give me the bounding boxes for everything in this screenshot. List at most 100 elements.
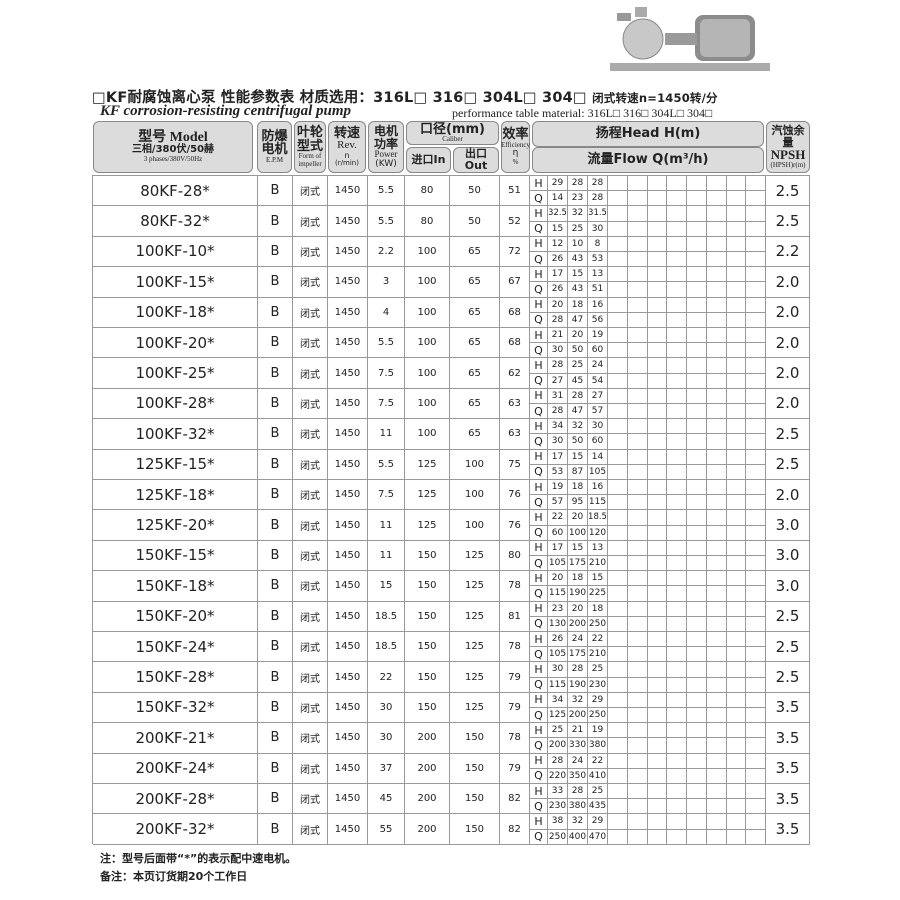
empty-cell	[627, 419, 648, 435]
cell-epm: B	[258, 328, 293, 359]
h-value: 28	[568, 176, 588, 192]
cell-power: 7.5	[368, 388, 405, 420]
empty-cell	[746, 692, 766, 708]
cell-power: 22	[368, 662, 405, 693]
cell-power: 4	[368, 297, 405, 328]
q-value: 105	[548, 647, 568, 663]
empty-cell	[667, 723, 687, 739]
cell-model: 100KF-32*	[93, 419, 258, 450]
table-left-border	[92, 175, 93, 844]
empty-cell	[667, 267, 687, 283]
cell-rev: 1450	[328, 662, 368, 693]
label-h: H	[530, 236, 548, 252]
label-q: Q	[530, 282, 548, 298]
cell-in: 150	[405, 632, 450, 663]
cell-eff: 67	[500, 267, 530, 298]
empty-cell	[746, 267, 766, 283]
cell-rev: 1450	[328, 388, 368, 420]
cell-impeller: 闭式	[293, 540, 328, 572]
label-q: Q	[530, 434, 548, 450]
empty-cell	[746, 632, 766, 648]
empty-cell	[627, 540, 648, 556]
cell-impeller: 闭式	[293, 358, 328, 389]
empty-cell	[627, 404, 648, 420]
q-value: 30	[548, 434, 568, 450]
cell-rev: 1450	[328, 601, 368, 632]
cell-model: 100KF-28*	[93, 388, 258, 420]
q-value: 43	[568, 252, 588, 268]
cell-rev: 1450	[328, 328, 368, 359]
q-value: 56	[588, 312, 608, 328]
cell-model: 100KF-20*	[93, 328, 258, 359]
cell-power: 11	[368, 419, 405, 450]
empty-cell	[726, 282, 747, 298]
cell-impeller: 闭式	[293, 571, 328, 602]
q-value: 115	[548, 677, 568, 693]
empty-cell	[726, 510, 747, 526]
q-value: 225	[588, 586, 608, 602]
cell-epm: B	[258, 662, 293, 693]
cell-rev: 1450	[328, 753, 368, 784]
empty-cell	[687, 419, 707, 435]
cell-epm: B	[258, 297, 293, 328]
empty-cell	[667, 358, 687, 374]
cell-eff: 51	[500, 176, 530, 207]
empty-cell	[706, 464, 727, 480]
empty-cell	[687, 328, 707, 344]
cell-eff: 79	[500, 662, 530, 693]
empty-cell	[647, 647, 668, 663]
label-q: Q	[530, 312, 548, 328]
empty-cell	[687, 434, 707, 450]
header-npsh: 汽蚀余量 NPSH (HPSH)r(m)	[766, 121, 810, 173]
label-h: H	[530, 267, 548, 283]
empty-cell	[608, 510, 628, 526]
label-h: H	[530, 784, 548, 800]
empty-cell	[726, 601, 747, 617]
empty-cell	[608, 571, 628, 587]
empty-cell	[608, 267, 628, 283]
empty-cell	[647, 662, 668, 678]
cell-epm: B	[258, 814, 293, 845]
cell-impeller: 闭式	[293, 601, 328, 632]
label-h: H	[530, 814, 548, 830]
cell-model: 150KF-20*	[93, 601, 258, 632]
empty-cell	[627, 221, 648, 237]
cell-npsh: 3.5	[766, 753, 810, 784]
empty-cell	[746, 768, 766, 784]
cell-in: 150	[405, 540, 450, 572]
q-value: 26	[548, 252, 568, 268]
cell-rev: 1450	[328, 510, 368, 541]
empty-cell	[608, 677, 628, 693]
cell-in: 100	[405, 297, 450, 328]
cell-power: 3	[368, 267, 405, 298]
empty-cell	[746, 221, 766, 237]
empty-cell	[627, 464, 648, 480]
empty-cell	[647, 252, 668, 268]
cell-in: 150	[405, 601, 450, 632]
empty-cell	[687, 556, 707, 572]
h-value: 24	[588, 358, 608, 374]
cell-out: 65	[450, 419, 500, 450]
empty-cell	[627, 662, 648, 678]
q-value: 120	[588, 525, 608, 541]
empty-cell	[647, 464, 668, 480]
cell-power: 5.5	[368, 449, 405, 480]
empty-cell	[667, 206, 687, 222]
empty-cell	[687, 632, 707, 648]
empty-cell	[608, 495, 628, 511]
empty-cell	[706, 449, 727, 465]
cell-model: 200KF-32*	[93, 814, 258, 845]
cell-rev: 1450	[328, 449, 368, 480]
label-h: H	[530, 176, 548, 192]
h-value: 20	[568, 601, 588, 617]
empty-cell	[687, 449, 707, 465]
empty-cell	[726, 723, 747, 739]
empty-cell	[647, 510, 668, 526]
empty-cell	[667, 525, 687, 541]
empty-cell	[647, 434, 668, 450]
cell-epm: B	[258, 358, 293, 389]
note-1: 注：型号后面带“*”的表示配中速电机。	[100, 852, 297, 865]
empty-cell	[746, 647, 766, 663]
cell-impeller: 闭式	[293, 510, 328, 541]
empty-cell	[687, 540, 707, 556]
